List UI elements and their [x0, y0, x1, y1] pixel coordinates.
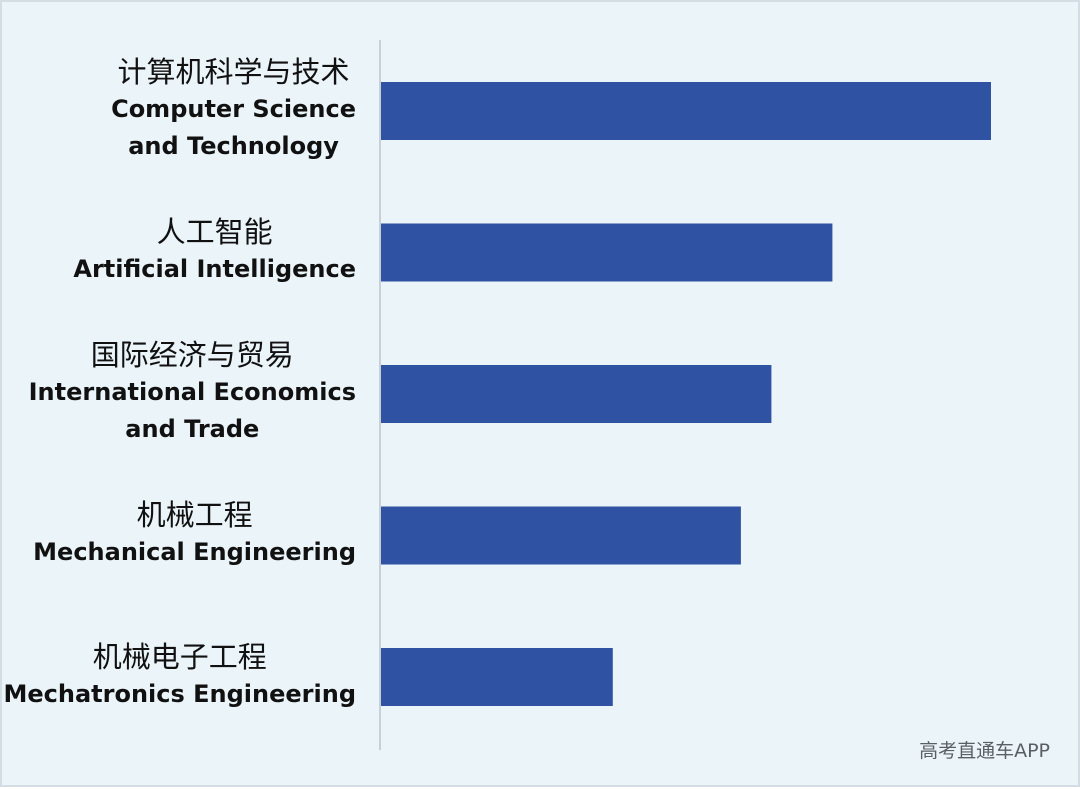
category-label-en: Artificial Intelligence [73, 255, 356, 283]
category-label-en: Mechatronics Engineering [3, 679, 357, 708]
category-label-zh: 国际经济与贸易 [90, 338, 294, 372]
category-label-zh: 机械电子工程 [92, 639, 267, 674]
category-label-3: 机械工程 Mechanical Engineering [33, 496, 356, 571]
category-label-en: Computer Science [111, 95, 356, 123]
category-label-zh: 计算机科学与技术 [117, 55, 350, 89]
bar-4 [381, 648, 613, 706]
category-label-en: and Trade [125, 415, 260, 443]
category-label-0: 计算机科学与技术 Computer Science and Technology [111, 53, 356, 165]
category-label-en: and Technology [128, 132, 339, 160]
category-label-en: International Economics [28, 378, 356, 406]
category-label-4: 机械电子工程 Mechatronics Engineering [4, 638, 357, 713]
bar-0 [381, 82, 991, 140]
category-label-zh: 机械工程 [136, 498, 253, 532]
bar-2 [381, 365, 772, 423]
category-label-zh: 人工智能 [156, 215, 273, 249]
bar-1 [381, 223, 833, 282]
category-label-1: 人工智能 Artificial Intelligence [73, 213, 356, 288]
watermark: 高考直通车APP [919, 740, 1050, 762]
category-label-en: Mechanical Engineering [33, 538, 356, 566]
category-label-2: 国际经济与贸易 International Economics and Trade [29, 336, 356, 448]
bar-3 [381, 506, 741, 565]
